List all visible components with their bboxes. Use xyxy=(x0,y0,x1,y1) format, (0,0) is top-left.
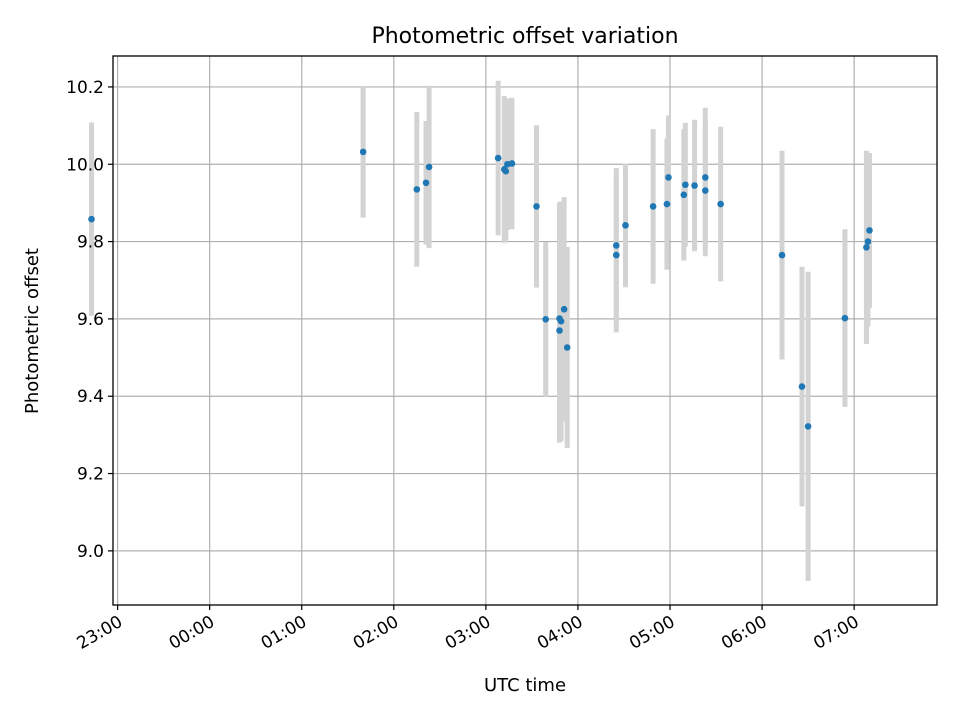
data-point xyxy=(663,200,671,208)
data-point xyxy=(560,305,568,313)
data-point xyxy=(866,227,873,234)
data-point xyxy=(533,203,540,210)
data-point xyxy=(359,148,367,156)
x-axis-label: UTC time xyxy=(484,675,566,696)
data-point xyxy=(413,186,421,193)
data-point xyxy=(612,251,620,259)
data-point xyxy=(691,182,698,189)
data-point xyxy=(508,160,516,167)
data-point xyxy=(494,154,502,162)
data-point xyxy=(682,181,689,189)
chart-title: Photometric offset variation xyxy=(371,24,678,49)
data-point xyxy=(680,191,688,199)
data-point xyxy=(864,238,872,245)
data-point xyxy=(556,327,563,334)
data-point xyxy=(798,383,806,390)
data-point xyxy=(701,174,709,181)
y-axis-ticks: 9.0 9.2 9.4 9.6 9.8 10.0 10.2 xyxy=(66,78,113,562)
data-points xyxy=(88,148,873,430)
data-point xyxy=(778,251,786,259)
data-point xyxy=(717,200,724,208)
data-point xyxy=(557,317,565,325)
data-point xyxy=(563,344,571,351)
data-point xyxy=(88,215,95,223)
data-point xyxy=(422,179,430,187)
data-point xyxy=(649,203,657,210)
data-point xyxy=(665,174,672,181)
data-point xyxy=(863,244,870,251)
y-axis-label: Photometric offset xyxy=(22,248,43,414)
y-tick-label: 9.6 xyxy=(77,310,104,330)
y-tick-label: 9.0 xyxy=(77,542,104,562)
data-point xyxy=(701,187,709,194)
data-point xyxy=(612,242,620,249)
data-point xyxy=(804,423,812,430)
y-tick-label: 9.8 xyxy=(77,233,104,253)
data-point xyxy=(502,167,510,175)
data-point xyxy=(425,163,433,171)
plot-frame xyxy=(112,55,938,606)
data-point xyxy=(841,314,849,322)
data-point xyxy=(542,315,550,323)
y-tick-label: 9.2 xyxy=(77,465,104,485)
y-tick-label: 10.2 xyxy=(66,78,104,98)
y-tick-label: 10.0 xyxy=(66,155,104,175)
data-point xyxy=(622,222,629,229)
y-tick-label: 9.4 xyxy=(77,387,104,407)
